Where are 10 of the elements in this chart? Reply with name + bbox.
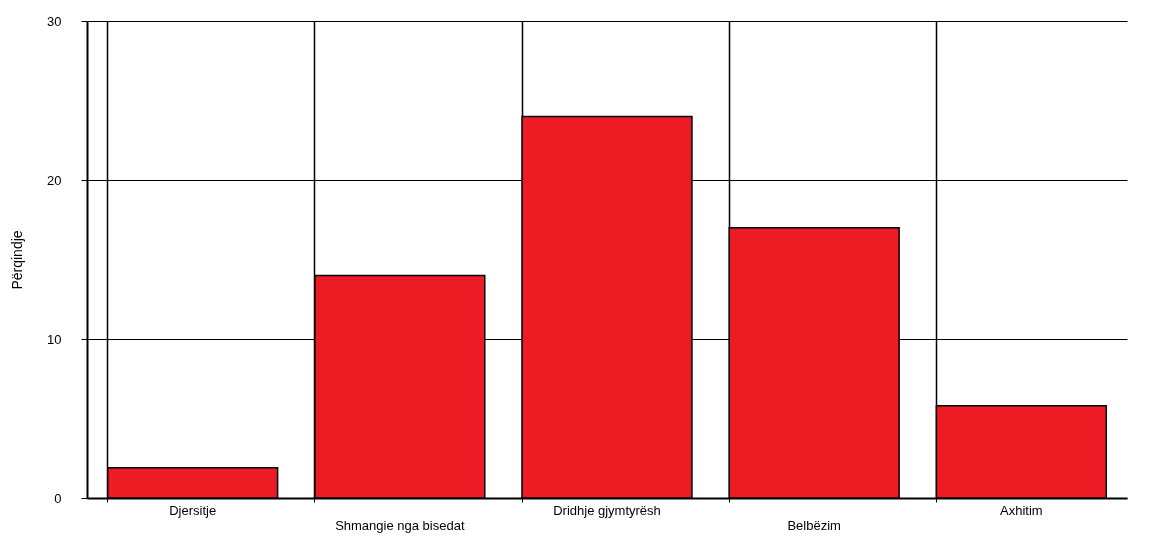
- x-tick-label: Axhitim: [1000, 502, 1043, 518]
- y-tick-label: 0: [54, 490, 62, 506]
- y-tick-label: 10: [47, 331, 62, 347]
- y-tick-label: 20: [47, 172, 62, 188]
- x-tick-label: Djersitje: [169, 502, 217, 518]
- y-tick-label: 30: [47, 13, 62, 29]
- x-tick-label: Dridhje gjymtyrësh: [553, 502, 661, 518]
- y-axis-title: Përqindje: [9, 230, 26, 290]
- x-tick-label: Belbëzim: [787, 517, 841, 533]
- x-tick-label: Shmangie nga bisedat: [335, 517, 465, 533]
